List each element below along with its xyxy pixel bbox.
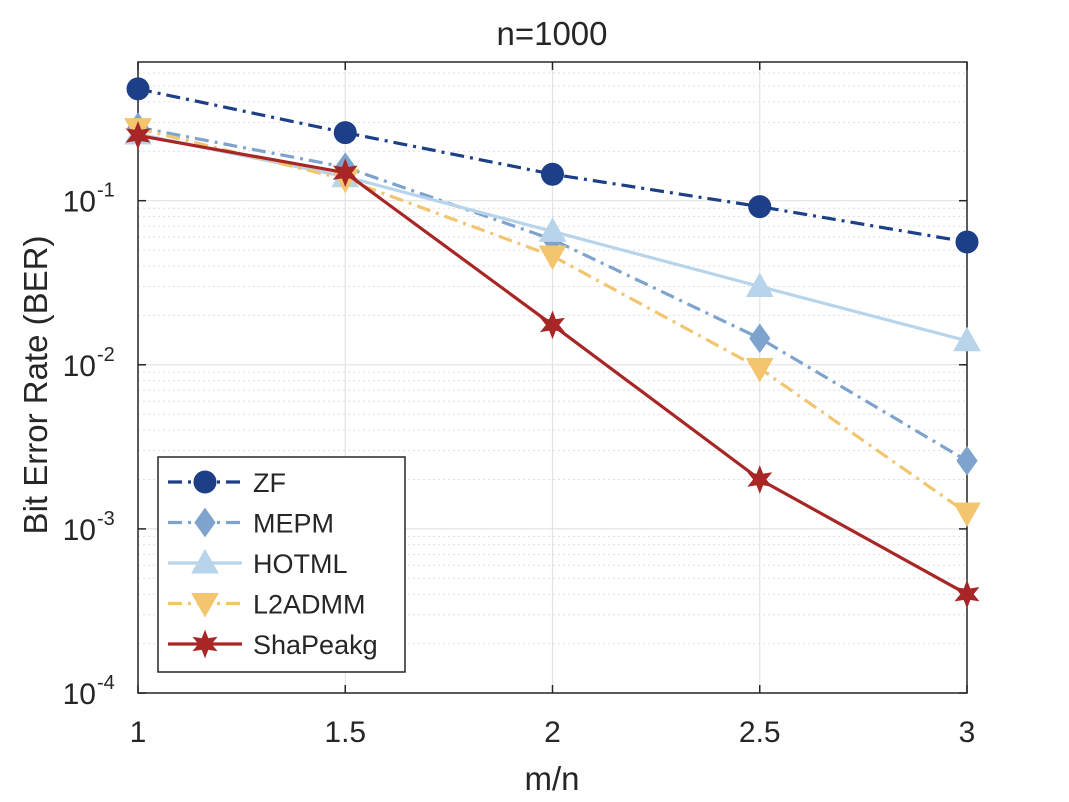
y-tick-base: 10 [63, 186, 96, 219]
chart-title: n=1000 [496, 15, 607, 52]
data-point [332, 158, 358, 188]
data-point [126, 77, 150, 101]
data-point [541, 162, 564, 186]
y-tick-exponent: -1 [97, 180, 115, 202]
legend-marker [192, 629, 218, 659]
data-point [953, 326, 981, 352]
legend-label: HOTML [253, 549, 348, 579]
series-line [137, 87, 968, 244]
data-point [745, 357, 774, 383]
x-tick-label: 1 [130, 716, 147, 749]
legend-label: ShaPeakg [253, 630, 378, 660]
y-tick-base: 10 [63, 678, 96, 711]
x-tick-label: 2 [544, 716, 561, 749]
legend-label: ZF [253, 468, 286, 498]
legend-entry: L2ADMM [168, 590, 366, 620]
y-tick-exponent: -3 [97, 508, 115, 530]
y-tick-label: 10 -2 [63, 344, 115, 383]
x-tick-label: 3 [959, 716, 976, 749]
data-point [954, 579, 980, 609]
legend-entry: MEPM [168, 507, 334, 539]
legend-marker [191, 548, 219, 574]
legend-marker [193, 470, 217, 494]
y-tick-label: 10 -4 [63, 672, 115, 711]
axes: 1 1.5 2 2.5 310-410-310-210-1 [63, 61, 976, 749]
y-tick-base: 10 [63, 514, 96, 547]
data-point [748, 195, 772, 219]
legend-entry: HOTML [168, 548, 348, 579]
data-point [749, 323, 771, 354]
series-line [137, 127, 968, 515]
y-axis-label: Bit Error Rate (BER) [17, 236, 54, 535]
legend-marker [191, 593, 219, 618]
y-tick-exponent: -2 [97, 344, 115, 366]
data-point [538, 245, 567, 271]
data-point [745, 272, 774, 297]
legend-label: MEPM [253, 509, 334, 539]
series [124, 77, 981, 609]
series-zf [126, 77, 979, 254]
legend-entry: ZF [168, 468, 286, 498]
x-tick-label: 2.5 [739, 716, 781, 749]
data-point [953, 502, 981, 528]
data-point [956, 445, 978, 476]
y-tick-base: 10 [63, 350, 96, 383]
y-tick-label: 10 -3 [63, 508, 115, 547]
series-shapeakg [125, 121, 980, 609]
x-tick-label: 1.5 [324, 716, 366, 749]
data-point [955, 230, 979, 254]
data-point [539, 310, 566, 340]
legend: ZF MEPM HOTML L2ADMM ShaPeakg [157, 456, 406, 673]
legend-label: L2ADMM [253, 590, 366, 620]
legend-entry: ShaPeakg [168, 629, 378, 660]
data-point [538, 217, 567, 242]
x-axis-label: m/n [524, 760, 579, 797]
data-point [125, 121, 151, 150]
legend-marker [194, 507, 216, 538]
data-point [333, 121, 357, 145]
y-tick-exponent: -4 [97, 672, 115, 694]
data-point [747, 465, 773, 494]
y-tick-label: 10 -1 [63, 180, 115, 219]
